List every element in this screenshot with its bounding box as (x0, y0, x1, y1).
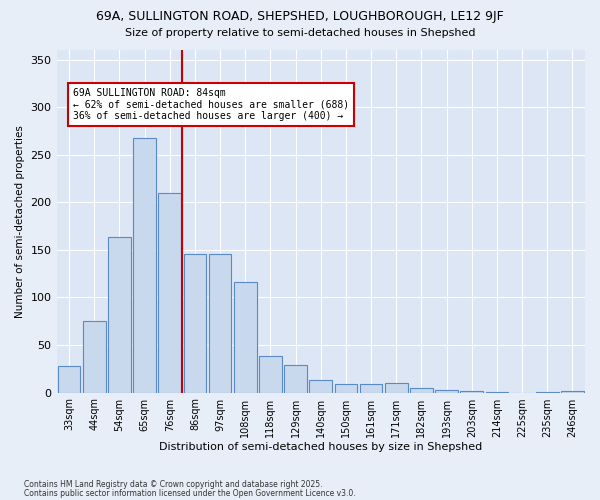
Bar (335, 384, 357, 392)
Bar (310, 380, 332, 392)
Y-axis label: Number of semi-detached properties: Number of semi-detached properties (15, 125, 25, 318)
Bar (133, 138, 156, 392)
Bar (385, 383, 407, 392)
Bar (259, 356, 282, 392)
Bar (460, 390, 483, 392)
Bar (234, 282, 257, 393)
Text: 69A SULLINGTON ROAD: 84sqm
← 62% of semi-detached houses are smaller (688)
36% o: 69A SULLINGTON ROAD: 84sqm ← 62% of semi… (73, 88, 349, 122)
Bar (410, 388, 433, 392)
Text: Contains public sector information licensed under the Open Government Licence v3: Contains public sector information licen… (24, 489, 356, 498)
Bar (58, 366, 80, 392)
Bar (360, 384, 382, 392)
Bar (83, 321, 106, 392)
Bar (184, 254, 206, 392)
Text: Size of property relative to semi-detached houses in Shepshed: Size of property relative to semi-detach… (125, 28, 475, 38)
Bar (284, 365, 307, 392)
Bar (108, 238, 131, 392)
Text: Contains HM Land Registry data © Crown copyright and database right 2025.: Contains HM Land Registry data © Crown c… (24, 480, 323, 489)
Bar (158, 192, 181, 392)
Bar (435, 390, 458, 392)
Bar (561, 390, 584, 392)
X-axis label: Distribution of semi-detached houses by size in Shepshed: Distribution of semi-detached houses by … (159, 442, 482, 452)
Bar (209, 254, 232, 392)
Text: 69A, SULLINGTON ROAD, SHEPSHED, LOUGHBOROUGH, LE12 9JF: 69A, SULLINGTON ROAD, SHEPSHED, LOUGHBOR… (96, 10, 504, 23)
